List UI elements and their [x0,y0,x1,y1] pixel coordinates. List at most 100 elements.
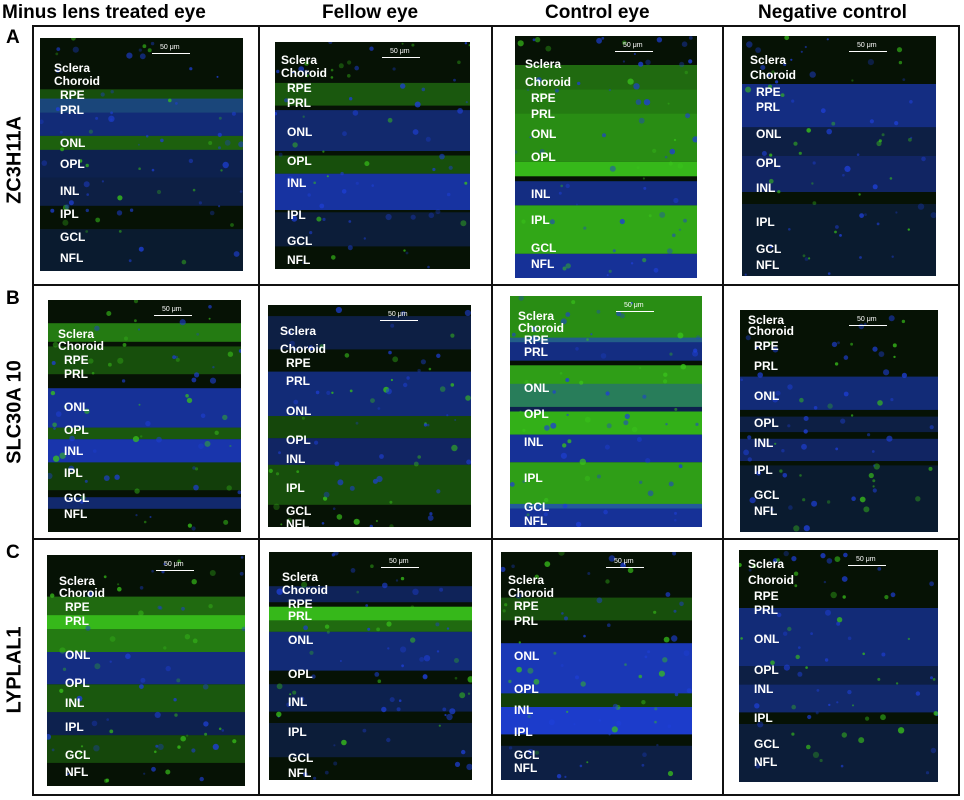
nucleus-speck [377,679,382,683]
scale-bar [615,51,653,52]
nucleus-speck [284,98,289,103]
nucleus-speck [138,48,142,52]
nucleus-speck [561,612,564,615]
nucleus-speck [872,485,875,488]
tissue-layer-band [275,173,470,210]
nucleus-speck [208,317,211,320]
scale-bar-label: 50 μm [160,44,180,51]
nucleus-speck [122,343,127,347]
nucleus-speck [289,693,292,696]
scale-bar [616,311,654,312]
nucleus-speck [330,76,334,79]
nucleus-speck [902,78,906,81]
nucleus-speck [536,77,542,83]
nucleus-speck [754,703,760,709]
nucleus-speck [668,161,673,166]
layer-label-nfl: NFL [754,504,778,518]
scale-bar-label: 50 μm [162,306,182,313]
nucleus-speck [388,350,392,355]
layer-label-rpe: RPE [754,589,779,603]
nucleus-speck [287,176,294,182]
nucleus-speck [760,65,766,70]
nucleus-speck [51,748,55,752]
nucleus-speck [930,212,936,219]
micrograph-image [48,300,241,531]
nucleus-speck [449,708,456,715]
nucleus-speck [387,647,390,650]
layer-label-gcl: GCL [531,241,557,255]
nucleus-speck [390,378,393,382]
nucleus-speck [556,774,562,779]
column-header-minus-lens: Minus lens treated eye [2,2,206,23]
tissue-layer-band [268,416,471,439]
nucleus-speck [784,36,790,41]
nucleus-speck [639,366,642,370]
nucleus-speck [890,398,894,402]
tissue-layer-band [269,606,472,621]
nucleus-speck [414,101,421,108]
nucleus-speck [825,609,831,616]
nucleus-speck [769,507,774,512]
nucleus-speck [150,41,155,46]
nucleus-speck [531,335,538,342]
nucleus-speck [869,119,874,124]
nucleus-speck [794,584,798,588]
nucleus-speck [347,245,353,251]
nucleus-speck [108,115,115,123]
nucleus-speck [527,667,534,674]
nucleus-speck [349,485,355,491]
nucleus-speck [335,306,342,314]
layer-label-inl: INL [514,703,534,717]
nucleus-speck [160,138,164,143]
nucleus-speck [209,377,217,384]
nucleus-speck [286,517,293,524]
nucleus-speck [208,141,213,145]
nucleus-speck [586,761,589,764]
nucleus-speck [752,564,756,568]
nucleus-speck [527,748,534,756]
nucleus-speck [316,216,322,222]
layer-label-gcl: GCL [524,500,550,514]
nucleus-speck [871,450,875,453]
nucleus-speck [454,676,458,680]
nucleus-speck [659,211,666,218]
nucleus-speck [535,750,539,755]
nucleus-speck [198,443,204,449]
nucleus-speck [118,230,122,233]
nucleus-speck [85,163,89,168]
layer-label-prl: PRL [756,100,780,114]
nucleus-speck [292,71,295,74]
nucleus-speck [925,771,930,775]
tissue-layer-band [48,497,241,509]
nucleus-speck [154,750,157,754]
nucleus-speck [84,408,90,414]
nucleus-speck [603,509,608,515]
nucleus-speck [72,46,79,53]
nucleus-speck [544,561,551,567]
nucleus-speck [461,749,466,755]
nucleus-speck [859,256,862,259]
nucleus-speck [222,161,229,169]
nucleus-speck [812,161,816,165]
nucleus-speck [863,506,870,513]
nucleus-speck [630,262,634,265]
nucleus-speck [881,133,885,137]
nucleus-speck [381,706,387,713]
nucleus-speck [382,582,388,589]
scale-bar [152,53,190,54]
nucleus-speck [181,259,187,265]
row-letter-a: A [6,27,20,48]
nucleus-speck [138,403,141,406]
nucleus-speck [884,595,889,600]
nucleus-speck [324,624,330,629]
tissue-layer-band [48,427,241,440]
tissue-layer-band [48,439,241,463]
nucleus-speck [835,447,839,451]
layer-label-opl: OPL [65,676,90,690]
layer-label-prl: PRL [514,614,538,628]
row-label-b-wrap: SLC30A 10 [0,312,30,512]
nucleus-speck [631,426,638,433]
nucleus-speck [121,379,126,383]
layer-label-inl: INL [756,181,776,195]
nucleus-speck [636,437,642,442]
